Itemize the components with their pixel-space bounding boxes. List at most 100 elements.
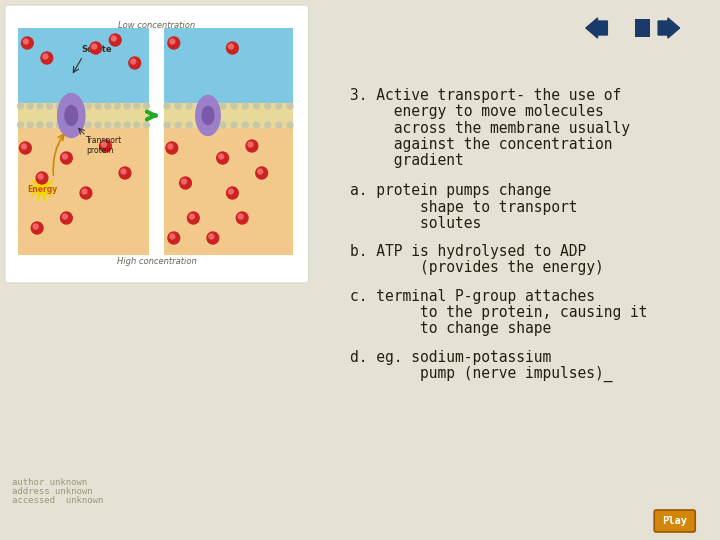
Text: Play: Play [662,516,687,526]
Text: accessed  unknown: accessed unknown [12,496,103,505]
Circle shape [129,57,140,69]
Ellipse shape [196,96,220,136]
Text: Energy: Energy [27,185,57,193]
Circle shape [228,189,233,194]
Circle shape [164,122,170,128]
Circle shape [228,44,233,49]
Circle shape [37,122,42,128]
Circle shape [243,122,248,128]
Circle shape [76,103,81,109]
Circle shape [189,214,194,219]
Circle shape [22,144,27,149]
Circle shape [56,103,62,109]
Ellipse shape [58,93,85,138]
Circle shape [19,142,31,154]
Circle shape [143,122,149,128]
Circle shape [76,122,81,128]
FancyArrow shape [658,18,680,38]
Circle shape [82,189,87,194]
Polygon shape [37,174,42,188]
Circle shape [134,122,140,128]
Circle shape [236,212,248,224]
Circle shape [175,103,181,109]
Circle shape [276,103,282,109]
Circle shape [253,122,259,128]
Text: b. ATP is hydrolysed to ADP: b. ATP is hydrolysed to ADP [350,244,586,259]
Circle shape [256,167,268,179]
Text: Solute: Solute [81,45,112,55]
Circle shape [124,103,130,109]
Circle shape [112,36,116,41]
Text: (provides the energy): (provides the energy) [350,260,603,275]
Text: author unknown: author unknown [12,478,87,487]
Circle shape [197,103,204,109]
Circle shape [36,172,48,184]
Circle shape [31,222,43,234]
Circle shape [95,122,101,128]
Circle shape [114,122,120,128]
Circle shape [168,37,180,49]
FancyBboxPatch shape [17,128,149,255]
Text: to the protein, causing it: to the protein, causing it [350,305,647,320]
Circle shape [134,103,140,109]
Circle shape [27,122,33,128]
Circle shape [243,103,248,109]
Text: 3. Active transport- the use of: 3. Active transport- the use of [350,88,621,103]
Circle shape [227,187,238,199]
FancyBboxPatch shape [635,19,650,37]
Circle shape [220,122,226,128]
Polygon shape [37,188,42,201]
Text: c. terminal P-group attaches: c. terminal P-group attaches [350,289,595,303]
Circle shape [131,59,136,64]
Text: gradient: gradient [350,153,464,168]
Circle shape [181,179,186,184]
Circle shape [86,122,91,128]
Circle shape [207,232,219,244]
Circle shape [231,103,237,109]
Circle shape [60,152,72,164]
Circle shape [105,122,111,128]
Text: d. eg. sodium-potassium: d. eg. sodium-potassium [350,349,551,364]
Text: energy to move molecules: energy to move molecules [350,104,603,119]
Circle shape [114,103,120,109]
Circle shape [105,103,111,109]
Circle shape [276,122,282,128]
Text: across the membrane usually: across the membrane usually [350,120,629,136]
Circle shape [22,37,33,49]
Circle shape [63,214,68,219]
Circle shape [33,224,38,229]
FancyArrowPatch shape [147,112,156,119]
Circle shape [197,122,204,128]
Circle shape [95,103,101,109]
Circle shape [166,142,178,154]
Circle shape [287,122,293,128]
Circle shape [180,177,192,189]
Circle shape [186,103,192,109]
Circle shape [86,103,91,109]
Polygon shape [31,180,42,188]
Circle shape [102,142,107,147]
Ellipse shape [65,105,78,125]
Circle shape [170,234,175,239]
Circle shape [287,103,293,109]
Circle shape [217,152,228,164]
Text: a. protein pumps change: a. protein pumps change [350,184,551,198]
Polygon shape [42,174,46,188]
Circle shape [168,144,173,149]
FancyBboxPatch shape [654,510,696,532]
Circle shape [227,42,238,54]
Text: pump (nerve impulses)_: pump (nerve impulses)_ [350,366,612,382]
Circle shape [27,103,33,109]
Polygon shape [42,188,46,201]
Circle shape [258,169,263,174]
Ellipse shape [202,106,214,125]
Circle shape [265,122,271,128]
Circle shape [164,103,170,109]
FancyBboxPatch shape [164,128,293,255]
Circle shape [17,122,24,128]
Circle shape [119,167,131,179]
Polygon shape [42,188,53,196]
FancyBboxPatch shape [164,103,293,128]
Circle shape [63,154,68,159]
Circle shape [80,187,91,199]
